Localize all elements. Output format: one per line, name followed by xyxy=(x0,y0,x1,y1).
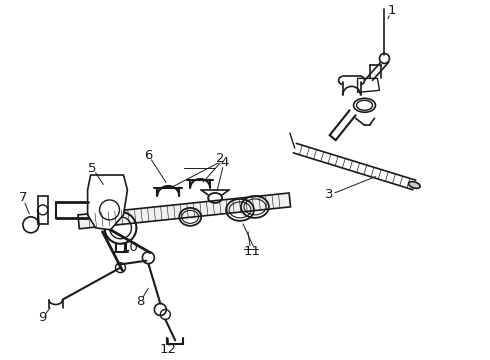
Text: 11: 11 xyxy=(244,245,261,258)
Polygon shape xyxy=(38,196,48,224)
Text: 6: 6 xyxy=(144,149,152,162)
Text: 9: 9 xyxy=(39,311,47,324)
Text: 8: 8 xyxy=(136,295,145,308)
Polygon shape xyxy=(78,193,291,229)
Text: 7: 7 xyxy=(19,192,27,204)
Polygon shape xyxy=(358,78,379,92)
Ellipse shape xyxy=(409,182,420,188)
Text: 10: 10 xyxy=(122,241,139,254)
Text: 3: 3 xyxy=(325,188,334,202)
Text: 5: 5 xyxy=(88,162,97,175)
Polygon shape xyxy=(88,175,127,230)
Text: 1: 1 xyxy=(387,4,396,17)
Text: 12: 12 xyxy=(160,343,177,356)
Text: 2: 2 xyxy=(216,152,224,165)
Text: 4: 4 xyxy=(220,156,228,168)
